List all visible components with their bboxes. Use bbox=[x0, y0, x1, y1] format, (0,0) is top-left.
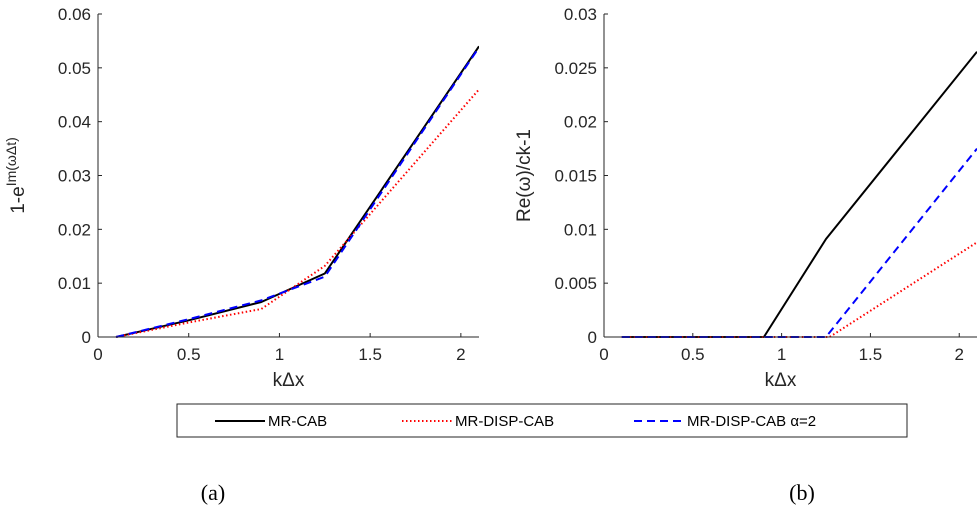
panel-b-series-line-3 bbox=[621, 147, 977, 338]
panel-b-y-tick-label: 0.025 bbox=[554, 59, 597, 78]
legend-label-mr-disp-cab-alpha2: MR-DISP-CAB α=2 bbox=[687, 413, 816, 430]
legend-label-mr-disp-cab: MR-DISP-CAB bbox=[455, 413, 554, 430]
panel-a-y-tick-label: 0.01 bbox=[58, 274, 91, 293]
panel-b-y-tick-label: 0.02 bbox=[564, 113, 597, 132]
panel-a-y-tick-label: 0.05 bbox=[58, 59, 91, 78]
panel-label-b: (b) bbox=[789, 480, 815, 505]
panel-b-series-line-2 bbox=[621, 241, 977, 338]
panel-b-y-tick-label: 0.01 bbox=[564, 220, 597, 239]
panel-b-x-tick-label: 0 bbox=[599, 345, 608, 364]
panel-label-a: (a) bbox=[201, 480, 225, 505]
legend: MR-CAB MR-DISP-CAB MR-DISP-CAB α=2 bbox=[176, 403, 908, 438]
panel-a-chart: 0 0.5 1 1.5 2 0 0.01 0.02 0.03 0.04 0.05 0.06 kΔx 1-e… bbox=[3, 5, 479, 391]
panel-a-y-tick-label: 0 bbox=[82, 328, 91, 347]
panel-b-y-tick-label: 0.03 bbox=[564, 5, 597, 24]
panel-a-series-line-1 bbox=[115, 45, 479, 338]
panel-a-x-tick-label: 0 bbox=[93, 345, 102, 364]
panel-a-x-tick-label: 1 bbox=[275, 345, 284, 364]
legend-box bbox=[176, 403, 908, 438]
panel-b-y-axis-label: Re(ω)/ck-1 bbox=[514, 129, 535, 222]
panel-a-series-line-3 bbox=[115, 46, 479, 338]
panel-b-x-axis-label: kΔx bbox=[765, 370, 797, 391]
legend-label-mr-cab: MR-CAB bbox=[268, 413, 327, 430]
panel-b-x-tick-label: 2 bbox=[955, 345, 964, 364]
panel-b-x-tick-label: 1 bbox=[777, 345, 786, 364]
panel-b-chart: 0 0.5 1 1.5 2 0 0.005 0.01 0.015 0.02 0.025 0.03 kΔx… bbox=[514, 5, 977, 391]
panel-a-x-axis-label: kΔx bbox=[273, 370, 305, 391]
panel-b-x-tick-label: 0.5 bbox=[681, 345, 705, 364]
panel-b-y-tick-label: 0.005 bbox=[554, 274, 597, 293]
panel-a-x-tick-label: 0.5 bbox=[177, 345, 201, 364]
panel-b-y-tick-label: 0.015 bbox=[554, 167, 597, 186]
panel-a-x-tick-label: 1.5 bbox=[358, 345, 382, 364]
panel-a-y-tick-label: 0.04 bbox=[58, 113, 91, 132]
panel-a-series-line-2 bbox=[115, 88, 479, 338]
panel-a-y-tick-label: 0.03 bbox=[58, 167, 91, 186]
panel-b-x-tick-label: 1.5 bbox=[859, 345, 883, 364]
panel-a-y-axis-label: 1-eIm(ωΔt) bbox=[3, 137, 29, 214]
panel-b-y-tick-label: 0 bbox=[588, 328, 597, 347]
panel-b-series-line-1 bbox=[621, 51, 977, 338]
panel-a-y-tick-label: 0.02 bbox=[58, 220, 91, 239]
panel-a-y-tick-label: 0.06 bbox=[58, 5, 91, 24]
panel-a-x-tick-label: 2 bbox=[456, 345, 465, 364]
